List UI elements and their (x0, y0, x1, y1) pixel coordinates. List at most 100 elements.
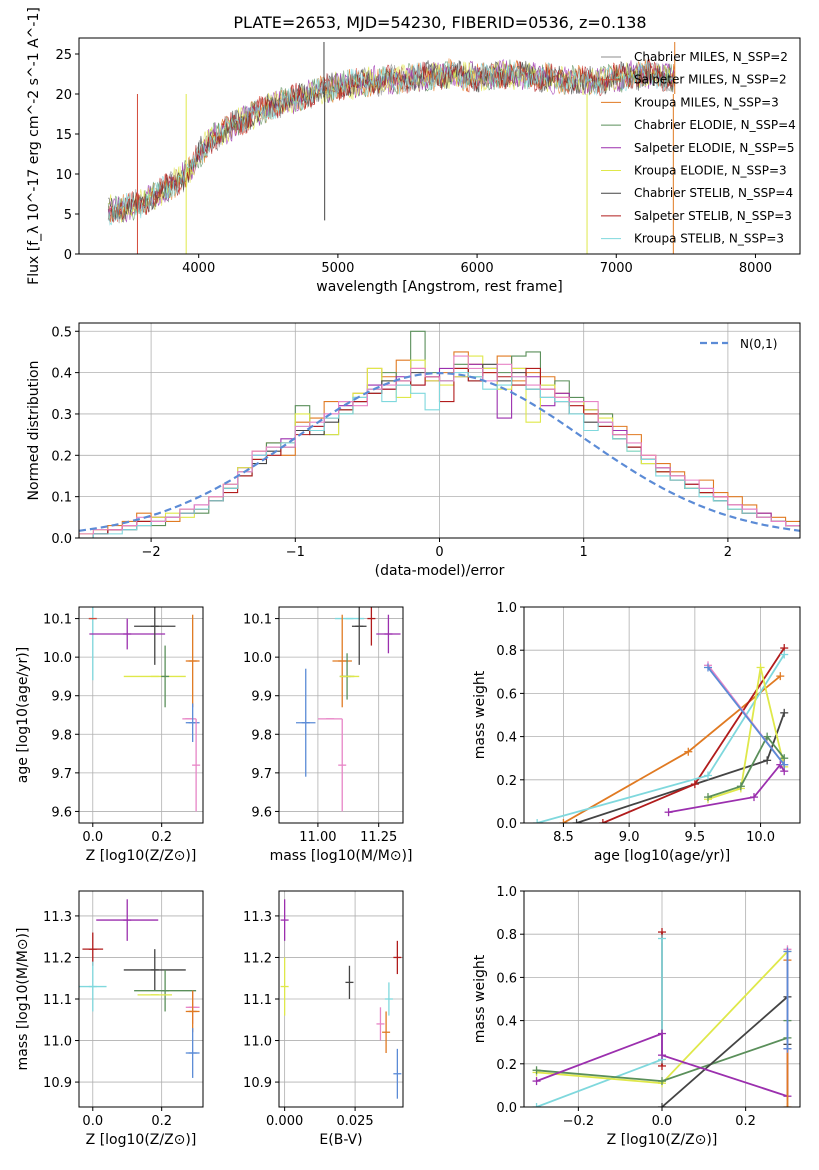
x-tick-label: 11.25 (360, 830, 397, 845)
axes-frame (78, 37, 801, 255)
plot-area (296, 607, 401, 812)
legend-label: Salpeter MILES, N_SSP=2 (634, 73, 787, 87)
x-tick-label: 0.2 (151, 1114, 172, 1129)
y-tick-label: 1.0 (496, 885, 517, 900)
y-tick-label: 9.6 (51, 805, 72, 820)
x-tick-label: 0.000 (266, 1114, 303, 1129)
y-tick-label: 0 (64, 248, 72, 263)
y-tick-label: 25 (55, 48, 72, 63)
y-tick-label: 0.0 (496, 1101, 517, 1116)
y-tick-label: 15 (55, 128, 72, 143)
x-axis-label: Z [log10(Z/Z⊙)] (86, 1132, 197, 1148)
x-tick-label: −1 (286, 545, 305, 560)
x-tick-label: 10.0 (746, 830, 775, 845)
y-tick-label: 0.2 (496, 1058, 517, 1073)
y-tick-label: 0.1 (51, 491, 72, 506)
panel-spectrum: Chabrier MILES, N_SSP=2 Salpeter MILES, N… (26, 7, 801, 295)
y-tick-label: 10.1 (243, 613, 272, 628)
axes-frame (523, 606, 801, 824)
y-axis-label: mass [log10(M/M⊙)] (15, 928, 31, 1071)
legend-label: Chabrier STELIB, N_SSP=4 (634, 186, 793, 200)
y-axis-label: Normed distribution (26, 361, 42, 501)
y-tick-label: 0.6 (496, 971, 517, 986)
y-axis-label: mass weight (472, 670, 488, 759)
x-axis-label: mass [log10(M/M⊙)] (270, 848, 413, 864)
legend-label: Chabrier ELODIE, N_SSP=4 (634, 118, 796, 132)
y-tick-label: 20 (55, 88, 72, 103)
legend-label: N(0,1) (740, 337, 777, 351)
legend-label: Salpeter STELIB, N_SSP=3 (634, 209, 792, 223)
plot-area (533, 644, 789, 823)
x-tick-label: 2 (724, 545, 732, 560)
figure-title: PLATE=2653, MJD=54230, FIBERID=0536, z=0… (233, 13, 646, 32)
y-tick-label: 5 (64, 208, 72, 223)
legend-label: Salpeter ELODIE, N_SSP=5 (634, 141, 795, 155)
y-tick-label: 10.0 (43, 651, 72, 666)
y-tick-label: 0.4 (496, 731, 517, 746)
x-tick-label: 1 (580, 545, 588, 560)
y-tick-label: 0.0 (51, 532, 72, 547)
panel-age-vs-Z: age [log10(age/yr)] 0.0 0.2 9.6 9.7 9.8 9.9 10.… (15, 606, 204, 864)
plot-area (107, 42, 676, 254)
x-tick-label: 0.025 (336, 1114, 373, 1129)
x-tick-label: 0.2 (151, 830, 172, 845)
legend-label: Kroupa ELODIE, N_SSP=3 (634, 164, 787, 178)
y-tick-label: 10.0 (243, 651, 272, 666)
plot-area (79, 899, 200, 1078)
spectrum-series-line (108, 58, 675, 224)
x-tick-label: 0 (435, 545, 443, 560)
x-tick-label: 0.0 (82, 830, 103, 845)
y-tick-label: 0.4 (496, 1015, 517, 1030)
x-tick-label: 0.2 (735, 1114, 756, 1129)
legend-label: Chabrier MILES, N_SSP=2 (634, 50, 788, 64)
plot-area (532, 928, 792, 1107)
panel-weight-vs-age: mass weight 8.5 9.0 9.5 10.0 0.0 0.2 0.4 0.6 0.8 1… (472, 601, 801, 864)
x-tick-label: 5000 (321, 261, 354, 276)
y-tick-label: 10.1 (43, 613, 72, 628)
axes-frame (78, 606, 204, 824)
x-tick-label: 8000 (739, 261, 772, 276)
plot-area (79, 330, 800, 538)
y-tick-label: 0.8 (496, 928, 517, 943)
panel-residuals: N(0,1) Normed distribution −2 −1 0 1 2 0.0 0.1 0.… (26, 322, 801, 579)
panel-age-vs-mass: 11.00 11.25 9.6 9.7 9.8 9.9 10.0 10.1 mass [log1… (243, 606, 413, 864)
axes-frame (278, 606, 404, 824)
x-tick-label: 7000 (600, 261, 633, 276)
spectrum-series-line (107, 59, 675, 226)
y-tick-label: 11.0 (43, 1035, 72, 1050)
y-tick-label: 11.3 (43, 910, 72, 925)
y-tick-label: 11.3 (243, 910, 272, 925)
y-tick-label: 11.2 (243, 951, 272, 966)
axes-layer: Chabrier MILES, N_SSP=2 Salpeter MILES, N… (15, 7, 801, 1148)
spectrum-series-line (107, 58, 675, 223)
y-axis-label: age [log10(age/yr)] (15, 647, 31, 783)
weight-series-line (707, 734, 785, 798)
panel-mass-vs-Z: mass [log10(M/M⊙)] 0.0 0.2 10.9 11.0 11.1 11.2… (15, 890, 204, 1148)
gaussian-curve (79, 371, 800, 532)
weight-series-line (707, 667, 786, 801)
y-tick-label: 11.0 (243, 1035, 272, 1050)
plot-area (280, 899, 402, 1099)
y-axis-label: mass weight (472, 954, 488, 1043)
panel-weight-vs-Z: mass weight −0.2 0.0 0.2 0.0 0.2 0.4 0.6 0.8 1.0 Z… (472, 885, 801, 1148)
x-tick-label: 11.00 (299, 830, 336, 845)
y-tick-label: 10 (55, 168, 72, 183)
spectrum-series-line (108, 60, 675, 223)
y-tick-label: 0.8 (496, 644, 517, 659)
x-tick-label: 0.0 (82, 1114, 103, 1129)
y-tick-label: 11.2 (43, 951, 72, 966)
x-axis-label: Z [log10(Z/Z⊙)] (86, 848, 197, 864)
x-axis-label: (data-model)/error (375, 563, 505, 579)
y-tick-label: 9.8 (51, 728, 72, 743)
y-tick-label: 11.1 (43, 993, 72, 1008)
x-tick-label: 0.0 (652, 1114, 673, 1129)
x-tick-label: −0.2 (563, 1114, 595, 1129)
y-tick-label: 11.1 (243, 993, 272, 1008)
panel-mass-vs-EBV: 0.000 0.025 10.9 11.0 11.1 11.2 11.3 E(B-V) (243, 890, 404, 1148)
y-tick-label: 0.2 (51, 449, 72, 464)
x-tick-label: 9.0 (619, 830, 640, 845)
weight-series-line (707, 666, 785, 766)
x-axis-label: wavelength [Angstrom, rest frame] (316, 279, 562, 295)
histogram-step (79, 355, 800, 538)
